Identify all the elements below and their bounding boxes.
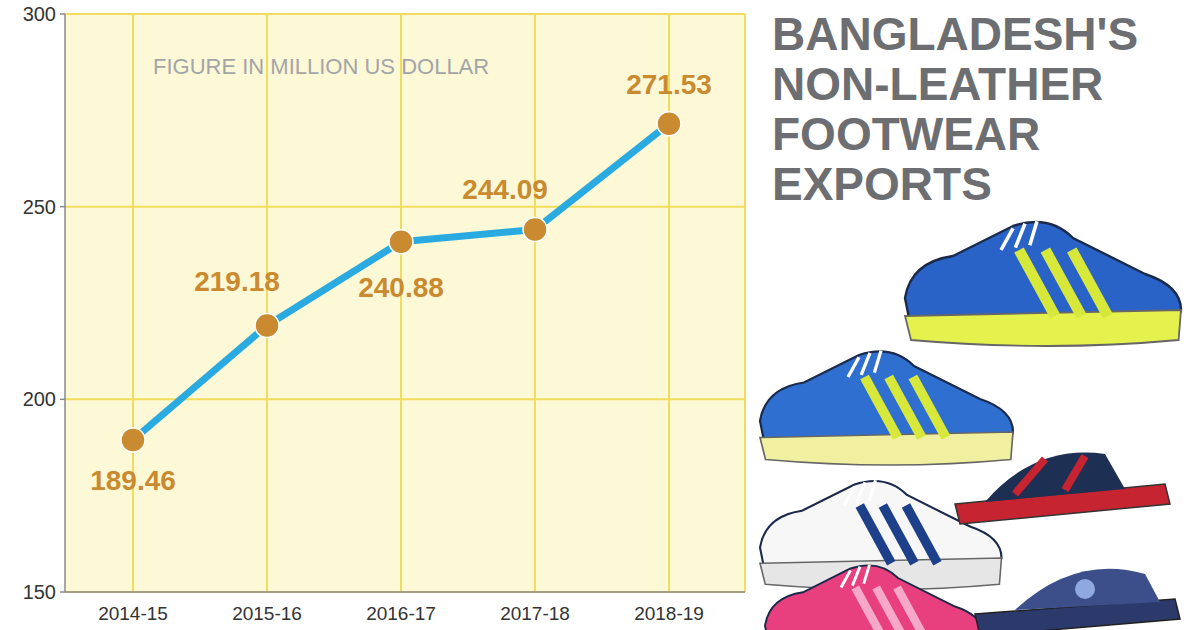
data-point: [389, 230, 413, 254]
data-label: 189.46: [90, 465, 176, 496]
chart: 150 200 250 300 2014-15 2015-16 2016-17 2017-18…: [0, 0, 1200, 630]
x-grid-line: [400, 14, 402, 592]
x-axis: [65, 591, 745, 593]
title-line: BANGLADESH'S: [772, 8, 1138, 60]
shoe: [905, 221, 1181, 346]
data-point: [121, 428, 145, 452]
x-grid-line: [132, 14, 134, 592]
shoe: [955, 453, 1170, 524]
data-label: 244.09: [462, 174, 548, 205]
x-tick-label: 2017-18: [500, 603, 570, 624]
title-line: FOOTWEAR: [772, 108, 1040, 160]
plot-frame: [744, 14, 746, 592]
x-grid-line: [668, 14, 670, 592]
y-grid-line: [65, 13, 745, 15]
x-tick-label: 2014-15: [98, 603, 168, 624]
y-tick-label: 200: [23, 388, 56, 410]
x-grid-line: [534, 14, 536, 592]
shoe: [765, 565, 984, 630]
data-label: 240.88: [358, 272, 444, 303]
title-line: EXPORTS: [772, 158, 992, 210]
y-grid-line: [65, 206, 745, 208]
shoe-illustration: [760, 221, 1181, 630]
x-tick-label: 2015-16: [232, 603, 302, 624]
data-point: [523, 217, 547, 241]
y-grid-line: [65, 591, 745, 593]
y-tick-label: 250: [23, 196, 56, 218]
y-tick-label: 150: [23, 581, 56, 603]
y-tick: [60, 13, 65, 15]
y-tick: [60, 399, 65, 401]
data-point: [255, 313, 279, 337]
subtitle: FIGURE IN MILLION US DOLLAR: [153, 54, 489, 79]
x-tick-label: 2016-17: [366, 603, 436, 624]
y-axis: [64, 14, 66, 592]
plot-background: [65, 14, 745, 592]
title: BANGLADESH'SNON-LEATHERFOOTWEAREXPORTS: [772, 8, 1138, 210]
y-tick: [60, 206, 65, 208]
y-tick: [60, 591, 65, 593]
data-label: 271.53: [626, 69, 712, 100]
series-group: [121, 112, 681, 452]
shoe: [975, 569, 1180, 630]
data-point: [657, 112, 681, 136]
y-grid-line: [65, 398, 745, 400]
shoe: [760, 351, 1013, 465]
x-grid-line: [266, 14, 268, 592]
y-tick-label: 300: [23, 3, 56, 25]
series-line: [133, 124, 669, 440]
data-label: 219.18: [194, 266, 280, 297]
x-tick-label: 2018-19: [634, 603, 704, 624]
title-line: NON-LEATHER: [772, 58, 1103, 110]
